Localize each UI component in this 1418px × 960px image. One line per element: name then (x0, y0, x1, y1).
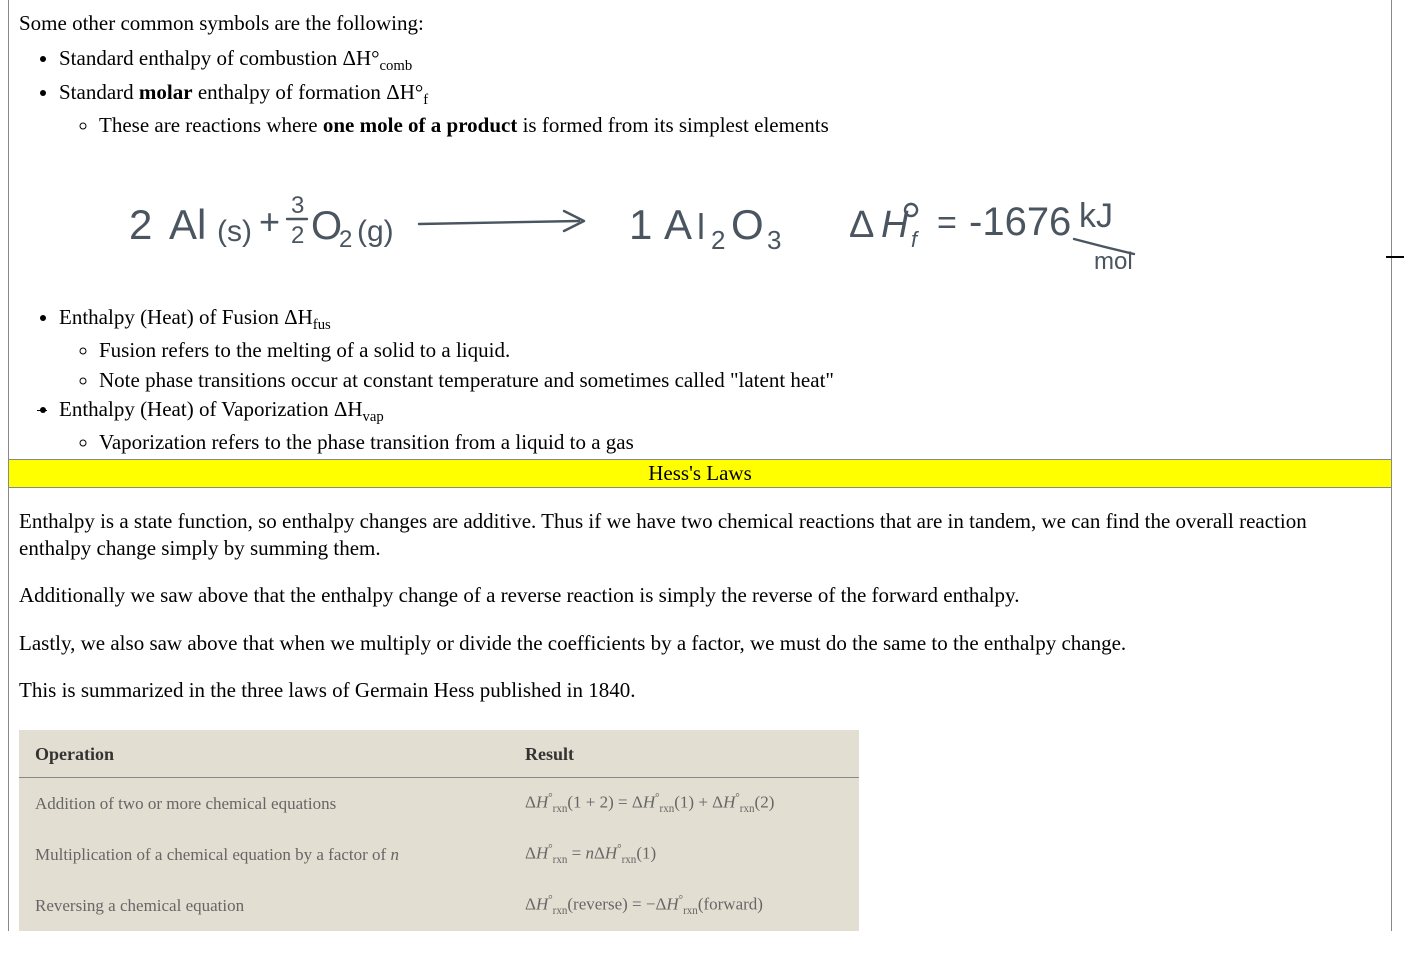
list-item-vaporization: Enthalpy (Heat) of Vaporization ΔHvap Va… (59, 396, 1381, 457)
formation-symbol: ΔH°f (386, 80, 428, 104)
svg-text:=: = (937, 204, 957, 242)
hess-para-1: Enthalpy is a state function, so enthalp… (9, 508, 1391, 563)
table-header-row: Operation Result (19, 730, 859, 778)
svg-text:Al: Al (169, 201, 206, 248)
hess-para-4: This is summarized in the three laws of … (9, 677, 1391, 704)
svg-text:2: 2 (291, 222, 304, 249)
fusion-vap-list: Enthalpy (Heat) of Fusion ΔHfus Fusion r… (19, 304, 1381, 456)
list-item-combustion: Standard enthalpy of combustion ΔH°comb (59, 45, 1381, 76)
svg-text:1: 1 (629, 201, 652, 248)
hess-para-3: Lastly, we also saw above that when we m… (9, 630, 1391, 657)
svg-text:Δ: Δ (849, 204, 874, 246)
hess-para-2: Additionally we saw above that the entha… (9, 582, 1391, 609)
table-row: Addition of two or more chemical equatio… (19, 778, 859, 830)
intro-section: Some other common symbols are the follow… (9, 0, 1391, 139)
svg-text:+: + (259, 201, 280, 242)
sym-pre: ΔH (334, 397, 363, 421)
svg-text:2: 2 (129, 201, 152, 248)
formation-post: enthalpy of formation (193, 80, 387, 104)
sub-bold: one mole of a product (323, 113, 517, 137)
formation-sublist: These are reactions where one mole of a … (59, 112, 1381, 139)
svg-text:-1676: -1676 (969, 200, 1071, 244)
table-row: Reversing a chemical equationΔH°rxn(reve… (19, 880, 859, 931)
result-cell: ΔH°rxn(reverse) = −ΔH°rxn(forward) (509, 880, 859, 931)
formation-sub-item: These are reactions where one mole of a … (99, 112, 1381, 139)
vap-sublist: Vaporization refers to the phase transit… (59, 429, 1381, 456)
hess-title: Hess's Laws (648, 461, 752, 485)
svg-text:mol: mol (1094, 248, 1133, 275)
sym-sub: vap (363, 409, 384, 425)
sym-sub: f (423, 92, 428, 108)
vap-sub1: Vaporization refers to the phase transit… (99, 429, 1381, 456)
svg-text:l: l (697, 206, 705, 247)
svg-text:O: O (311, 204, 342, 248)
sub-pre: These are reactions where (99, 113, 323, 137)
svg-text:f: f (911, 227, 920, 252)
list-item-fusion: Enthalpy (Heat) of Fusion ΔHfus Fusion r… (59, 304, 1381, 394)
formation-bold: molar (139, 80, 193, 104)
fusion-sub1: Fusion refers to the melting of a solid … (99, 337, 1381, 364)
svg-text:(s): (s) (217, 215, 252, 248)
vap-symbol: ΔHvap (334, 397, 384, 421)
hess-laws-table: Operation Result Addition of two or more… (19, 730, 859, 931)
fusion-sublist: Fusion refers to the melting of a solid … (59, 337, 1381, 394)
sym-pre: ΔH (284, 305, 313, 329)
formation-pre: Standard (59, 80, 139, 104)
result-cell: ΔH°rxn(1 + 2) = ΔH°rxn(1) + ΔH°rxn(2) (509, 778, 859, 830)
svg-text:kJ: kJ (1079, 197, 1113, 235)
operation-cell: Addition of two or more chemical equatio… (19, 778, 509, 830)
table-row: Multiplication of a chemical equation by… (19, 829, 859, 880)
vap-label: Enthalpy (Heat) of Vaporization (59, 397, 334, 421)
dash-mark (1386, 256, 1404, 258)
combustion-symbol: ΔH°comb (342, 46, 412, 70)
operation-cell: Reversing a chemical equation (19, 880, 509, 931)
svg-text:(g): (g) (357, 215, 394, 248)
intro-text: Some other common symbols are the follow… (19, 11, 424, 35)
fusion-label: Enthalpy (Heat) of Fusion (59, 305, 284, 329)
svg-text:2: 2 (339, 226, 352, 253)
sym-sub: fus (313, 317, 331, 333)
svg-text:2: 2 (711, 225, 725, 255)
fusion-symbol: ΔHfus (284, 305, 331, 329)
result-cell: ΔH°rxn = nΔH°rxn(1) (509, 829, 859, 880)
sub-post: is formed from its simplest elements (517, 113, 828, 137)
combustion-label: Standard enthalpy of combustion (59, 46, 342, 70)
fusion-sub2: Note phase transitions occur at constant… (99, 367, 1381, 394)
equation-svg: 2Al(s)+32O2(g)1Al2O3ΔHf=-1676kJmol (19, 169, 1159, 279)
symbols-list: Standard enthalpy of combustion ΔH°comb … (19, 45, 1381, 139)
sym-pre: ΔH° (342, 46, 379, 70)
hess-laws-header: Hess's Laws (9, 459, 1391, 488)
svg-text:3: 3 (291, 192, 304, 219)
underline-mark (37, 410, 47, 411)
svg-text:A: A (664, 201, 692, 248)
operation-cell: Multiplication of a chemical equation by… (19, 829, 509, 880)
sym-sub: comb (380, 58, 413, 74)
fusion-vap-section: Enthalpy (Heat) of Fusion ΔHfus Fusion r… (9, 304, 1391, 456)
handwritten-equation: 2Al(s)+32O2(g)1Al2O3ΔHf=-1676kJmol (9, 141, 1391, 302)
sym-pre: ΔH° (386, 80, 423, 104)
svg-text:O: O (731, 201, 764, 248)
document-page: Some other common symbols are the follow… (8, 0, 1392, 931)
svg-text:3: 3 (767, 225, 781, 255)
list-item-formation: Standard molar enthalpy of formation ΔH°… (59, 79, 1381, 140)
col-result: Result (509, 730, 859, 778)
col-operation: Operation (19, 730, 509, 778)
